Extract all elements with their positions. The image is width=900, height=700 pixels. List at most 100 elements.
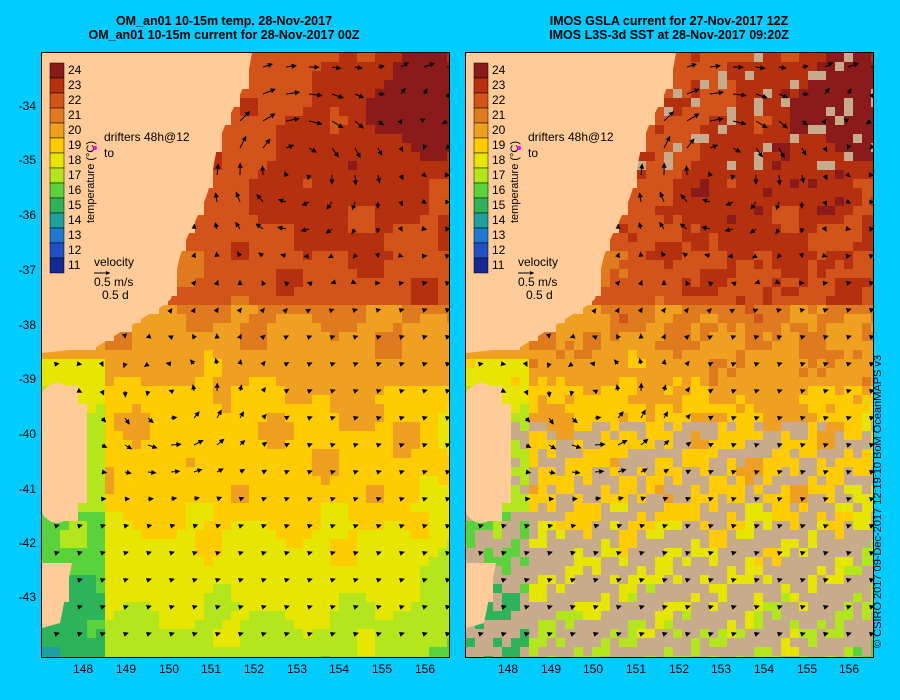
sst-cell	[502, 350, 511, 359]
sst-cell	[330, 377, 339, 386]
sst-cell	[871, 161, 873, 170]
sst-cell	[646, 467, 655, 476]
sst-cell	[420, 341, 429, 350]
sst-cell	[673, 359, 682, 368]
sst-cell	[222, 611, 231, 620]
sst-cell	[817, 215, 826, 224]
sst-cell	[429, 620, 438, 629]
sst-cell	[294, 602, 303, 611]
sst-cell	[339, 143, 348, 152]
sst-cell	[664, 485, 673, 494]
sst-cell	[330, 107, 339, 116]
current-arrowhead	[398, 174, 404, 181]
sst-cell	[583, 521, 592, 530]
sst-cell	[637, 314, 646, 323]
sst-cell	[754, 143, 763, 152]
sst-cell	[258, 215, 267, 224]
sst-cell	[276, 314, 285, 323]
sst-cell	[700, 125, 709, 134]
sst-cell	[466, 368, 475, 377]
sst-cell	[231, 296, 240, 305]
current-arrowhead	[54, 631, 60, 637]
lat-tick: -38	[18, 318, 36, 332]
sst-cell	[438, 62, 447, 71]
sst-cell	[258, 206, 267, 215]
sst-cell	[249, 647, 258, 656]
sst-cell	[438, 260, 447, 269]
sst-cell	[610, 431, 619, 440]
sst-cell	[835, 341, 844, 350]
sst-cell	[267, 188, 276, 197]
sst-cell	[745, 242, 754, 251]
current-arrowhead	[422, 469, 428, 475]
sst-cell	[781, 530, 790, 539]
sst-cell	[105, 548, 114, 557]
sst-cell	[204, 251, 213, 260]
current-arrowhead	[316, 120, 323, 126]
sst-cell	[384, 593, 393, 602]
current-arrowhead	[213, 279, 219, 286]
sst-cell	[222, 602, 231, 611]
sst-cell	[96, 521, 105, 530]
sst-cell	[547, 377, 556, 386]
current-arrowhead	[267, 63, 274, 68]
sst-cell	[592, 341, 601, 350]
sst-cell	[502, 377, 511, 386]
current-arrowhead	[123, 550, 129, 556]
sst-cell	[781, 476, 790, 485]
sst-cell	[709, 440, 718, 449]
sst-cell	[646, 242, 655, 251]
sst-cell	[772, 449, 781, 458]
sst-cell	[727, 431, 736, 440]
sst-cell	[438, 584, 447, 593]
sst-cell	[547, 530, 556, 539]
sst-cell	[438, 224, 447, 233]
sst-cell	[484, 350, 493, 359]
sst-cell	[628, 206, 637, 215]
sst-cell	[682, 296, 691, 305]
sst-cell	[411, 476, 420, 485]
sst-cell	[312, 197, 321, 206]
sst-cell	[871, 458, 873, 467]
sst-cell	[348, 188, 357, 197]
sst-cell	[357, 224, 366, 233]
sst-cell	[375, 107, 384, 116]
sst-cell	[204, 449, 213, 458]
sst-cell	[240, 278, 249, 287]
sst-cell	[628, 323, 637, 332]
sst-cell	[709, 161, 718, 170]
sst-cell	[438, 251, 447, 260]
sst-cell	[366, 296, 375, 305]
sst-cell	[312, 296, 321, 305]
sst-cell	[682, 287, 691, 296]
sst-cell	[231, 350, 240, 359]
sst-cell	[655, 188, 664, 197]
sst-cell	[105, 440, 114, 449]
sst-cell	[240, 503, 249, 512]
sst-cell	[402, 215, 411, 224]
sst-cell	[429, 287, 438, 296]
sst-cell	[754, 512, 763, 521]
sst-cell	[393, 539, 402, 548]
current-arrowhead	[169, 550, 175, 556]
sst-cell	[393, 107, 402, 116]
sst-cell	[781, 98, 790, 107]
sst-cell	[799, 98, 808, 107]
sst-cell	[393, 332, 402, 341]
sst-cell	[772, 260, 781, 269]
sst-cell	[637, 206, 646, 215]
sst-cell	[718, 476, 727, 485]
sst-cell	[384, 170, 393, 179]
sst-cell	[249, 584, 258, 593]
sst-cell	[420, 647, 429, 656]
sst-cell	[222, 548, 231, 557]
sst-cell	[393, 260, 402, 269]
sst-cell	[772, 422, 781, 431]
sst-cell	[186, 242, 195, 251]
sst-cell	[565, 494, 574, 503]
sst-cell	[790, 62, 799, 71]
sst-cell	[754, 305, 763, 314]
sst-cell	[736, 494, 745, 503]
sst-cell	[763, 125, 772, 134]
sst-cell	[628, 350, 637, 359]
